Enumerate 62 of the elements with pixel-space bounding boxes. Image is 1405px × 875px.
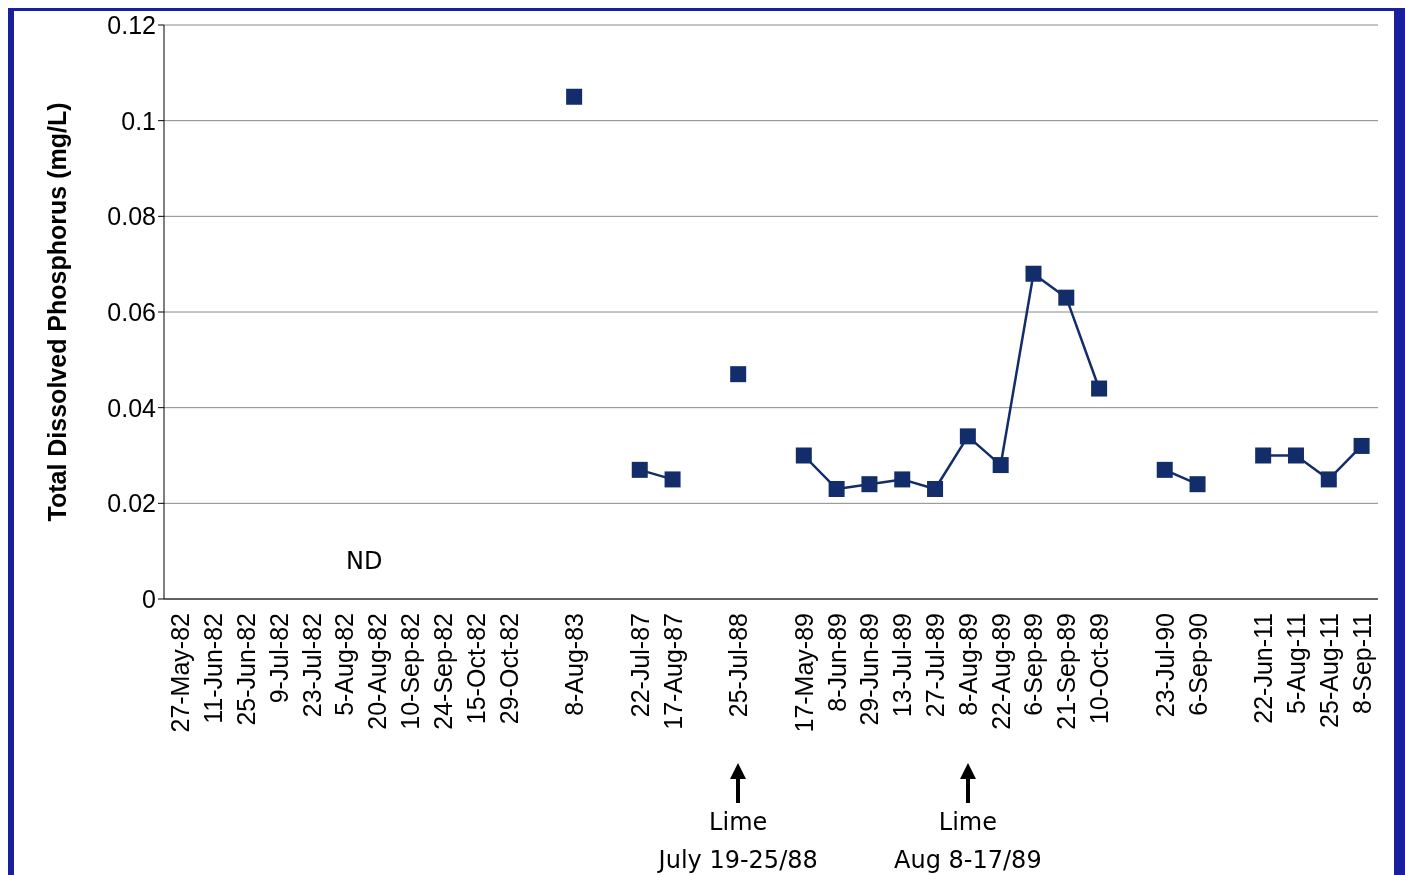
x-tick-label: 22-Jun-11 xyxy=(1249,613,1278,724)
x-tick-label: 25-Aug-11 xyxy=(1314,613,1343,728)
point xyxy=(631,461,648,478)
point xyxy=(1058,289,1075,306)
x-tick-label: 17-May-89 xyxy=(789,613,818,733)
x-tick-label: 5-Aug-82 xyxy=(330,613,359,716)
x-tick-label: 22-Jul-87 xyxy=(625,613,654,718)
point xyxy=(795,447,812,464)
point xyxy=(959,428,976,445)
x-tick-label: 24-Sep-82 xyxy=(428,613,457,730)
point xyxy=(828,480,845,497)
x-tick-label: 6-Sep-89 xyxy=(1019,613,1048,716)
x-tick-label: 5-Aug-11 xyxy=(1281,613,1310,714)
point xyxy=(927,480,944,497)
point xyxy=(1189,476,1206,493)
point xyxy=(1353,437,1370,454)
x-tick-label: 23-Jul-90 xyxy=(1150,613,1179,718)
point xyxy=(1091,380,1108,397)
y-tick-label: 0.02 xyxy=(107,489,156,518)
y-axis-title: Total Dissolved Phosphorus (mg/L) xyxy=(42,102,71,522)
point xyxy=(664,471,681,488)
point xyxy=(730,366,747,383)
x-tick-label: 25-Jul-88 xyxy=(724,613,753,718)
point xyxy=(566,88,583,105)
point xyxy=(1320,471,1337,488)
x-tick-label: 15-Oct-82 xyxy=(461,613,490,725)
x-tick-label: 27-May-82 xyxy=(166,613,195,733)
text: Lime July 19-25/88 xyxy=(656,807,819,875)
point xyxy=(894,471,911,488)
point xyxy=(1025,265,1042,282)
x-tick-label: 8-Aug-89 xyxy=(953,613,982,716)
y-tick-label: 0.12 xyxy=(107,10,156,39)
x-tick-label: 11-Jun-82 xyxy=(199,613,228,724)
x-tick-label: 10-Oct-89 xyxy=(1085,613,1114,725)
x-tick-label: 8-Aug-83 xyxy=(560,613,589,716)
x-tick-label: 10-Sep-82 xyxy=(396,613,425,730)
y-tick-label: 0.08 xyxy=(107,202,156,231)
point xyxy=(1255,447,1272,464)
annotation: ND xyxy=(344,546,384,575)
x-tick-label: 17-Aug-87 xyxy=(658,613,687,730)
y-tick-label: 0.1 xyxy=(121,106,156,135)
x-tick-label: 8-Jun-89 xyxy=(822,613,851,712)
point xyxy=(1287,447,1304,464)
x-tick-label: 25-Jun-82 xyxy=(232,613,261,726)
x-tick-label: 29-Jun-89 xyxy=(855,613,884,726)
x-tick-label: 9-Jul-82 xyxy=(264,613,293,704)
x-tick-label: 6-Sep-90 xyxy=(1183,613,1212,716)
x-tick-label: 21-Sep-89 xyxy=(1052,613,1081,730)
text: Lime Aug 8-17/89 xyxy=(893,807,1043,875)
x-tick-label: 27-Jul-89 xyxy=(921,613,950,718)
x-tick-label: 20-Aug-82 xyxy=(363,613,392,730)
point xyxy=(1156,461,1173,478)
x-tick-label: 29-Oct-82 xyxy=(494,613,523,725)
y-tick-label: 0 xyxy=(142,584,156,613)
x-tick-label: 22-Aug-89 xyxy=(986,613,1015,730)
y-tick-label: 0.06 xyxy=(107,297,156,326)
x-tick-label: 23-Jul-82 xyxy=(297,613,326,718)
point xyxy=(861,476,878,493)
x-tick-label: 8-Sep-11 xyxy=(1347,613,1376,714)
x-tick-label: 13-Jul-89 xyxy=(888,613,917,718)
y-tick-label: 0.04 xyxy=(107,393,157,422)
point xyxy=(992,457,1009,474)
